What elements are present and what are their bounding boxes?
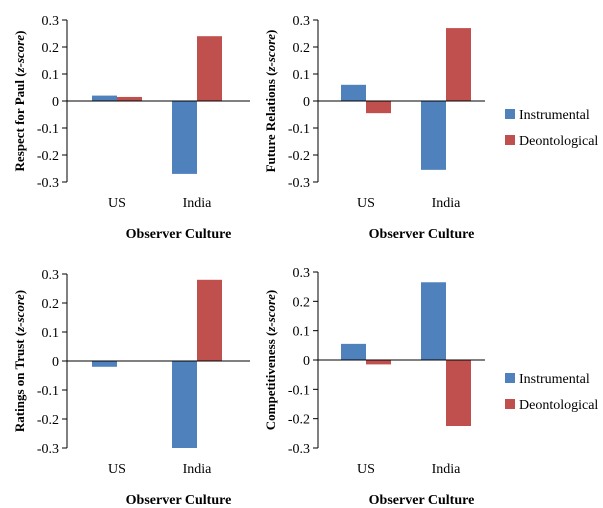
bar-deontological-us: [117, 96, 142, 101]
legend-label: Instrumental: [519, 372, 590, 387]
y-axis-title: Ratings on Trust (z-score): [12, 290, 27, 432]
y-tick-label: 0.1: [42, 326, 60, 341]
y-tick-label: 0.3: [42, 14, 60, 29]
y-tick-label: 0.2: [293, 41, 311, 56]
x-axis-title: Observer Culture: [126, 493, 232, 508]
category-label: India: [432, 462, 462, 477]
bar-deontological-india: [197, 36, 222, 102]
bar-instrumental-india: [421, 282, 446, 360]
category-label: India: [432, 196, 462, 211]
chart-panel-1: 0.3 0.2 0.1 0 -0.1 -0.2 -0.3 US India Observer Cu…: [12, 14, 250, 242]
y-tick-label: -0.2: [288, 413, 310, 428]
y-tick-label: 0.3: [293, 14, 311, 29]
category-label: India: [183, 462, 213, 477]
bar-instrumental-us: [92, 361, 117, 367]
y-tick-label: 0: [52, 355, 59, 370]
chart-panel-3: 0.3 0.2 0.1 0 -0.1 -0.2 -0.3 US India Observer Cu…: [12, 268, 250, 508]
y-tick-label: 0.2: [42, 41, 60, 56]
y-tick-label: 0: [303, 95, 310, 110]
y-tick-label: 0: [52, 95, 59, 110]
y-tick-label: -0.2: [37, 149, 59, 164]
y-tick-label: -0.2: [288, 149, 310, 164]
y-axis-title: Respect for Paul (z-score): [12, 31, 27, 172]
legend-label: Instrumental: [519, 108, 590, 123]
y-tick-label: -0.3: [37, 176, 59, 191]
category-label: US: [108, 462, 126, 477]
y-tick-label: -0.1: [37, 384, 59, 399]
y-tick-label: -0.3: [288, 176, 310, 191]
y-axis-title: Future Relations (z-score): [263, 30, 278, 173]
bar-deontological-us: [366, 101, 391, 114]
legend-swatch-deontological: [505, 399, 515, 409]
y-tick-label: 0.1: [42, 68, 60, 83]
y-tick-label: -0.1: [288, 122, 310, 137]
legend-swatch-instrumental: [505, 373, 515, 383]
y-tick-label: 0.2: [293, 295, 311, 310]
category-label: India: [183, 196, 213, 211]
bar-instrumental-india: [172, 101, 197, 174]
bar-instrumental-us: [341, 343, 366, 360]
bar-instrumental-india: [421, 101, 446, 170]
bar-deontological-us: [366, 360, 391, 365]
chart-panel-4: 0.3 0.2 0.1 0 -0.1 -0.2 -0.3 US India Observer Cu…: [263, 266, 485, 508]
bar-deontological-india: [446, 360, 471, 426]
x-axis-title: Observer Culture: [126, 227, 232, 242]
chart-panel-2: 0.3 0.2 0.1 0 -0.1 -0.2 -0.3 US India Observer Cu…: [263, 14, 485, 242]
y-tick-label: -0.3: [288, 442, 310, 457]
x-axis-title: Observer Culture: [369, 493, 475, 508]
bar-instrumental-us: [92, 95, 117, 101]
y-tick-label: 0.3: [42, 268, 60, 283]
category-label: US: [357, 462, 375, 477]
y-tick-label: -0.1: [37, 122, 59, 137]
category-label: US: [357, 196, 375, 211]
category-label: US: [108, 196, 126, 211]
legend-2: Instrumental Deontological: [505, 372, 598, 413]
y-tick-label: -0.2: [37, 413, 59, 428]
y-tick-label: 0.3: [293, 266, 311, 281]
y-tick-label: 0.2: [42, 297, 60, 312]
x-axis-title: Observer Culture: [369, 227, 475, 242]
y-axis-title: Competitiveness (z-score): [263, 290, 278, 430]
y-tick-label: 0.1: [293, 68, 311, 83]
legend-swatch-deontological: [505, 135, 515, 145]
y-tick-label: -0.1: [288, 383, 310, 398]
legend-label: Deontological: [519, 398, 598, 413]
bar-instrumental-india: [172, 361, 197, 448]
y-tick-label: 0.1: [293, 325, 311, 340]
legend-label: Deontological: [519, 134, 598, 149]
legend-1: Instrumental Deontological: [505, 108, 598, 149]
y-tick-label: -0.3: [37, 442, 59, 457]
y-tick-label: 0: [303, 354, 310, 369]
bar-deontological-india: [446, 28, 471, 102]
bar-deontological-india: [197, 279, 222, 361]
bar-instrumental-us: [341, 84, 366, 101]
legend-swatch-instrumental: [505, 109, 515, 119]
